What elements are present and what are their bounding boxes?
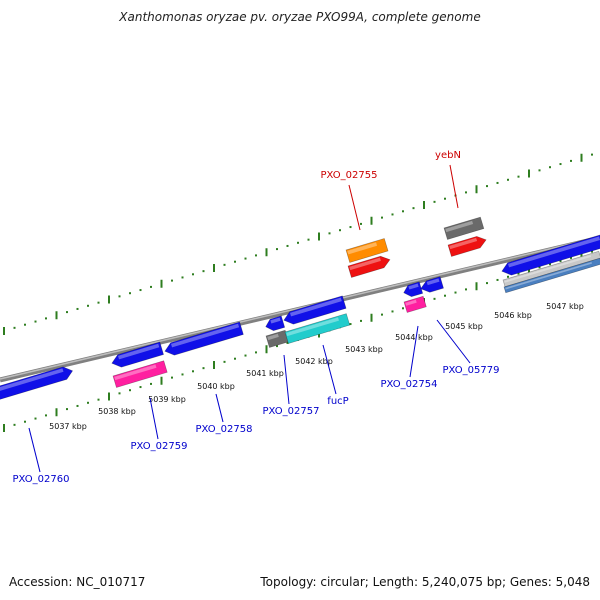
accession-text: Accession: NC_010717 (9, 575, 146, 589)
gene-label-fucp: fucP (327, 396, 348, 407)
genome-summary-text: Topology: circular; Length: 5,240,075 bp… (260, 575, 590, 589)
gene-label-leader (409, 325, 419, 378)
gene-arrow-02754 (403, 281, 424, 298)
gene-label-pxo-02758: PXO_02758 (196, 424, 253, 435)
tick-label: 5046 kbp (494, 311, 532, 320)
gene-label-leader (215, 393, 224, 423)
gene-arrow-5046 (501, 234, 600, 276)
gene-label-leader (322, 344, 337, 395)
gene-label-leader (283, 354, 290, 405)
tick-label: 5044 kbp (395, 333, 433, 342)
gene-arrow-cyan (284, 313, 351, 344)
gene-arrow-02759 (111, 341, 164, 368)
tick-label: 5047 kbp (546, 302, 584, 311)
gene-arrow-05779 (420, 276, 444, 293)
tick-label: 5041 kbp (246, 369, 284, 378)
tick-label: 5040 kbp (197, 382, 235, 391)
gene-label-leader (436, 319, 471, 364)
gene-label-pxo-02757: PXO_02757 (263, 406, 320, 417)
gene-arrow-02758 (164, 321, 244, 356)
gene-arrow-steelblue (503, 257, 600, 294)
gene-label-pxo-02760: PXO_02760 (13, 474, 70, 485)
gene-arrow-lightgray (502, 250, 600, 288)
gene-arrow-gray-b (443, 216, 485, 240)
gene-arrow-fucP (283, 295, 347, 325)
gene-label-yebn: yebN (435, 150, 461, 161)
gene-label-pxo-02755: PXO_02755 (321, 170, 378, 181)
gene-arrow-02755 (347, 255, 391, 278)
map-title: Xanthomonas oryzae pv. oryzae PXO99A, co… (119, 10, 481, 24)
outer-tick-track (3, 153, 593, 335)
gene-label-leader (149, 397, 159, 440)
gene-label-pxo-02759: PXO_02759 (131, 441, 188, 452)
gene-arrow-02757 (265, 315, 286, 332)
genome-backbone-highlight (0, 236, 600, 380)
gene-label-pxo-05779: PXO_05779 (443, 365, 500, 376)
gene-label-leader (449, 164, 459, 209)
tick-label: 5039 kbp (148, 395, 186, 404)
gene-label-pxo-02754: PXO_02754 (381, 379, 438, 390)
tick-label: 5042 kbp (295, 357, 333, 366)
inner-tick-track (3, 250, 593, 432)
tick-label: 5038 kbp (98, 407, 136, 416)
gene-arrow-gray-a (265, 329, 289, 348)
gene-label-leader (28, 427, 41, 473)
gene-arrow-pink-small (403, 295, 427, 313)
gene-arrow-02760 (0, 366, 74, 400)
tick-label: 5043 kbp (345, 345, 383, 354)
gene-arrow-02759-pink (112, 360, 168, 388)
gene-label-leader (348, 184, 361, 231)
gene-arrow-orange (345, 238, 389, 263)
tick-label: 5045 kbp (445, 322, 483, 331)
tick-label: 5037 kbp (49, 422, 87, 431)
gene-arrow-yebN (447, 236, 487, 257)
